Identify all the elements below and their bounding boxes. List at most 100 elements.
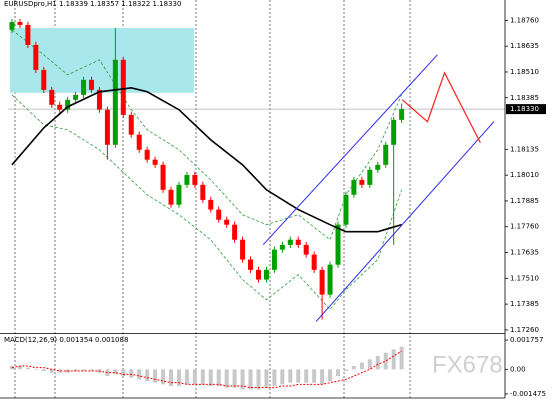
histogram-bar [169,369,174,386]
candle-body [224,219,230,225]
histogram-bar [304,369,309,383]
histogram-bar [351,366,356,370]
y-tick-label: 1.17260 [510,326,539,334]
y-tick-label: 1.18635 [510,42,539,50]
histogram-bar [9,366,14,370]
candle-body [248,259,254,270]
upper-band [11,29,402,241]
histogram-bar [129,369,134,378]
histogram-bar [367,359,372,370]
candle-body [391,119,397,145]
candle-body [25,24,31,45]
candle-body [184,174,190,185]
candle-body [112,59,118,145]
candle-body [65,99,71,110]
candle-body [152,159,158,165]
candle-body [263,269,269,280]
histogram-bar [200,369,205,385]
histogram-bar [272,369,277,386]
plot-layer [8,18,505,390]
candle-body [303,244,309,255]
candle-body [335,224,341,265]
histogram-bar [137,369,142,380]
candle-body [399,109,405,120]
histogram-bar [383,352,388,370]
candle-body [88,79,94,90]
histogram-bar [312,369,317,383]
histogram-bar [296,369,301,383]
histogram-bar [81,369,86,371]
histogram-bar [224,369,229,388]
histogram-bar [240,369,245,390]
y-tick-label: 1.18010 [510,171,539,179]
candle-body [144,149,150,160]
y-tick-label: 0.001757 [510,336,543,344]
candle-body [128,114,134,135]
candle-body [136,134,142,150]
candle-body [49,89,55,105]
histogram-bar [391,349,396,370]
candle-body [319,269,325,295]
candle-body [168,189,174,205]
candle-body [232,224,238,240]
histogram-bar [73,369,78,371]
histogram-bar [320,369,325,385]
candle-body [41,69,47,90]
histogram-bar [232,369,237,388]
y-tick-label: -0.001475 [510,390,546,398]
histogram-bar [17,366,22,370]
histogram-bar [359,362,364,370]
moving-average [11,87,402,233]
histogram-bar [41,369,46,371]
candle-body [216,209,222,220]
candle-body [17,22,23,25]
candle-body [104,109,110,145]
lower-band [11,94,402,311]
candle-body [359,179,365,185]
chart-title: EURUSDpro,H1 1.18339 1.18357 1.18322 1.1… [4,0,181,8]
candle-body [327,264,333,295]
histogram-bar [256,369,261,390]
y-tick-label: 1.17760 [510,223,539,231]
candle-body [208,199,214,210]
histogram-bar [184,369,189,385]
y-tick-label: 1.18385 [510,94,539,102]
y-tick-label: 1.17885 [510,197,539,205]
candle-body [240,239,246,260]
candle-body [255,269,261,280]
histogram-bar [280,369,285,385]
histogram-bar [49,369,54,373]
histogram-bar [57,369,62,373]
histogram-bar [288,369,293,383]
candle-body [367,169,373,185]
channel-line [262,54,438,246]
candle-body [81,79,87,95]
y-tick-label: 1.17385 [510,300,539,308]
candle-body [120,59,126,115]
histogram-bar [176,369,181,386]
histogram-bar [145,369,150,381]
histogram-bar [89,369,94,371]
histogram-bar [192,369,197,385]
signal-line [11,350,402,389]
price-tag [506,104,546,115]
histogram-bar [25,367,30,370]
histogram-bar [336,369,341,376]
y-tick-label: 1.17635 [510,249,539,257]
candle-body [160,164,166,190]
histogram-bar [248,369,253,390]
candle-body [295,239,301,245]
candle-body [351,179,357,195]
candle-body [271,249,277,270]
histogram-bar [121,369,126,376]
projection-line [402,71,481,144]
y-tick-label: 1.18510 [510,68,539,76]
channel-line [315,121,495,322]
histogram-bar [328,369,333,381]
candle-body [279,244,285,250]
histogram-bar [375,356,380,370]
candle-body [375,164,381,170]
histogram-bar [161,369,166,385]
candle-body [383,144,389,165]
